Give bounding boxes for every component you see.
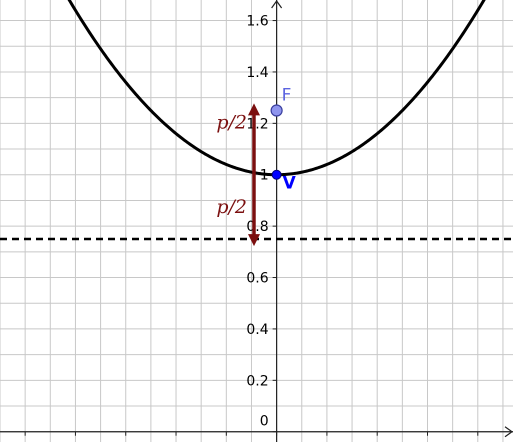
focus-label: F xyxy=(282,86,292,106)
y-tick-label: 1.2 xyxy=(246,116,268,132)
distance-arrowhead xyxy=(247,234,260,247)
focus-point xyxy=(270,104,283,117)
y-tick-label: 1.4 xyxy=(246,65,268,81)
y-tick-label: 0.4 xyxy=(246,322,268,338)
p-half-label: p/2 xyxy=(216,111,247,133)
y-tick-label: 0.8 xyxy=(246,219,268,235)
y-tick-label: 0.6 xyxy=(246,271,268,287)
vertex-label: V xyxy=(283,174,297,194)
vertex-point xyxy=(271,169,282,180)
y-tick-label: 0 xyxy=(260,414,269,430)
markers: p/2 p/2 F V xyxy=(216,86,297,247)
p-half-label: p/2 xyxy=(216,196,247,218)
parabola-curve xyxy=(67,0,486,177)
y-tick-label: 1 xyxy=(260,168,269,184)
y-tick-label: 1.6 xyxy=(246,14,268,30)
y-tick-label: 0.2 xyxy=(246,373,268,389)
y-axis-arrowhead xyxy=(271,0,283,9)
distance-arrowhead xyxy=(247,103,260,116)
x-axis-arrowhead xyxy=(504,426,513,438)
